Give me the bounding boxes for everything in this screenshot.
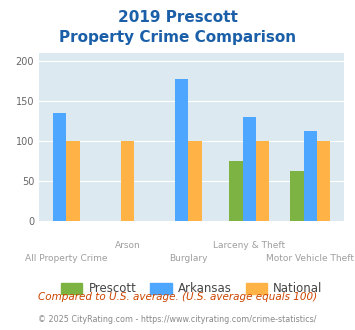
Bar xyxy=(189,141,202,221)
Bar xyxy=(304,131,317,221)
Text: Burglary: Burglary xyxy=(169,254,208,263)
Bar xyxy=(121,141,134,221)
Bar xyxy=(229,161,242,221)
Bar xyxy=(66,141,80,221)
Bar xyxy=(242,117,256,221)
Text: 2019 Prescott: 2019 Prescott xyxy=(118,10,237,25)
Bar xyxy=(290,171,304,221)
Text: Arson: Arson xyxy=(114,241,140,249)
Bar xyxy=(256,141,269,221)
Text: Larceny & Theft: Larceny & Theft xyxy=(213,241,285,249)
Text: Property Crime Comparison: Property Crime Comparison xyxy=(59,30,296,45)
Bar xyxy=(317,141,331,221)
Text: All Property Crime: All Property Crime xyxy=(25,254,108,263)
Text: © 2025 CityRating.com - https://www.cityrating.com/crime-statistics/: © 2025 CityRating.com - https://www.city… xyxy=(38,315,317,324)
Bar xyxy=(175,79,189,221)
Legend: Prescott, Arkansas, National: Prescott, Arkansas, National xyxy=(56,278,327,300)
Bar xyxy=(53,113,66,221)
Text: Motor Vehicle Theft: Motor Vehicle Theft xyxy=(266,254,354,263)
Text: Compared to U.S. average. (U.S. average equals 100): Compared to U.S. average. (U.S. average … xyxy=(38,292,317,302)
